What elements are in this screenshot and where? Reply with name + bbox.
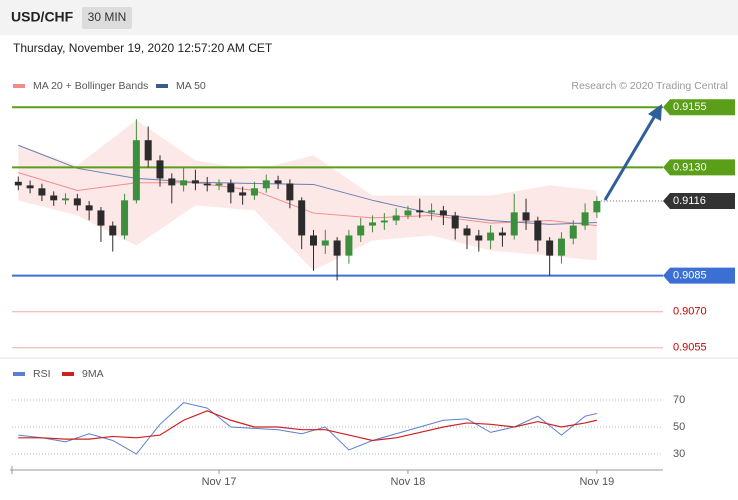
candle-body: [97, 210, 105, 226]
candle-body: [439, 210, 447, 216]
candle-body: [546, 240, 554, 256]
legend-swatch: [13, 84, 25, 88]
candle-body: [286, 183, 294, 201]
symbol: USD/CHF: [11, 9, 74, 25]
candle-body: [26, 185, 34, 189]
arrow-head: [648, 104, 662, 121]
candle-body: [62, 198, 70, 201]
candle-body: [428, 210, 436, 213]
level-label: 0.9116: [673, 195, 706, 207]
candle-body: [38, 188, 46, 196]
candle-body: [73, 198, 81, 206]
candle-body: [534, 220, 542, 241]
candle-body: [274, 180, 282, 184]
candle-body: [132, 140, 140, 201]
candle-body: [85, 205, 93, 211]
legend-swatch: [62, 372, 74, 376]
candle-body: [215, 183, 223, 186]
legend-label: MA 20 + Bollinger Bands: [33, 80, 148, 92]
candle-body: [262, 180, 270, 189]
candle-body: [392, 215, 400, 221]
legend-label: RSI: [33, 368, 51, 380]
level-label: 0.9055: [673, 342, 707, 354]
rsi-line: [18, 402, 597, 455]
bollinger-band: [18, 120, 597, 271]
level-tag: [663, 99, 735, 116]
candle-body: [191, 180, 199, 184]
candle-body: [522, 212, 530, 221]
level-label: 0.9155: [673, 101, 707, 113]
candle-body: [463, 228, 471, 236]
candle-body: [50, 195, 58, 201]
level-label: 0.9130: [673, 161, 707, 173]
candle-body: [156, 160, 164, 179]
candle-body: [593, 201, 601, 213]
legend-swatch: [13, 372, 25, 376]
candle-body: [416, 210, 424, 213]
candle-body: [451, 215, 459, 229]
level-tag: [663, 267, 735, 284]
legend-label: 9MA: [82, 368, 104, 380]
candle-body: [498, 232, 506, 236]
candle-body: [14, 181, 22, 186]
credit: Research © 2020 Trading Central: [571, 80, 728, 92]
candle-body: [380, 220, 388, 223]
y-tick-label: 30: [673, 448, 685, 460]
x-tick-label: Nov 17: [202, 476, 237, 488]
candle-body: [569, 225, 577, 239]
candle-body: [298, 200, 306, 236]
y-tick-label: 70: [673, 394, 685, 406]
candle-body: [144, 140, 152, 161]
candle-body: [581, 212, 589, 226]
level-tag: [663, 159, 735, 176]
candle-body: [121, 200, 129, 236]
candle-body: [487, 232, 495, 241]
candle-body: [369, 222, 377, 226]
datetime: Thursday, November 19, 2020 12:57:20 AM …: [13, 41, 273, 55]
candle-body: [250, 188, 258, 196]
level-label: 0.9085: [673, 270, 707, 282]
ma50-line: [18, 144, 597, 225]
candle-body: [180, 180, 188, 186]
candle-body: [510, 212, 518, 236]
legend-label: MA 50: [176, 80, 206, 92]
candle-body: [109, 225, 117, 236]
level-tag: [663, 193, 735, 210]
interval-badge: [82, 7, 132, 29]
candle-body: [309, 235, 317, 246]
candle-body: [203, 183, 211, 186]
candle-body: [404, 210, 412, 216]
candle-body: [357, 225, 365, 236]
legend-swatch: [156, 84, 168, 88]
candle-body: [345, 235, 353, 256]
candle-body: [239, 192, 247, 196]
forecast-arrow: [603, 113, 658, 201]
level-label: 0.9070: [673, 306, 707, 318]
x-tick-label: Nov 19: [579, 476, 614, 488]
candle-body: [168, 178, 176, 186]
candle-body: [475, 235, 483, 241]
candle-body: [321, 240, 329, 246]
candle-body: [557, 238, 565, 256]
interval: 30 MIN: [88, 10, 127, 24]
x-tick-label: Nov 18: [391, 476, 426, 488]
candle-body: [227, 183, 235, 193]
y-tick-label: 50: [673, 421, 685, 433]
candle-body: [333, 240, 341, 256]
ma9-line: [18, 410, 598, 442]
